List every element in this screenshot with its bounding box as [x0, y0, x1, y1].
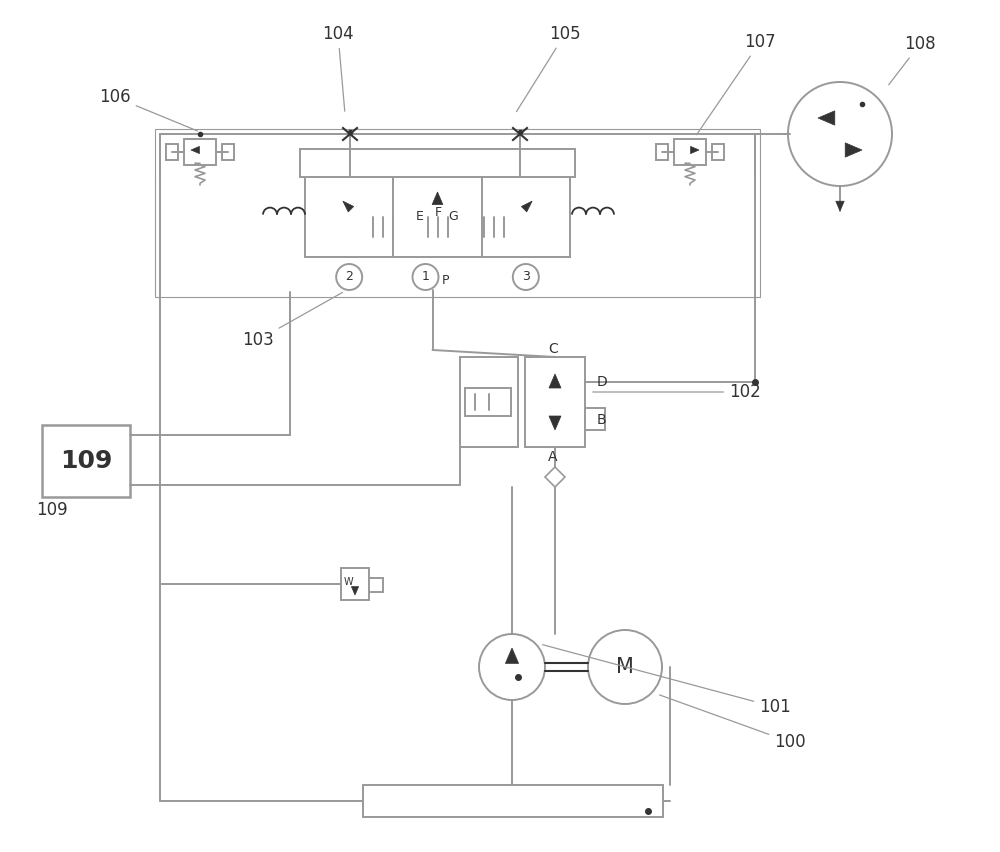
Bar: [656, 144, 668, 160]
Text: G: G: [449, 210, 458, 223]
Text: 109: 109: [36, 501, 68, 519]
Text: B: B: [597, 413, 607, 427]
Bar: [674, 139, 706, 165]
Bar: [300, 149, 575, 177]
Text: 106: 106: [99, 88, 197, 131]
Bar: [712, 144, 724, 160]
Bar: [155, 129, 760, 297]
Polygon shape: [549, 374, 561, 388]
Text: 103: 103: [242, 292, 343, 349]
Circle shape: [479, 634, 545, 700]
Text: 107: 107: [697, 33, 776, 135]
Bar: [166, 144, 178, 160]
Text: 101: 101: [543, 645, 791, 716]
Text: A: A: [548, 450, 558, 464]
Text: 105: 105: [516, 25, 581, 112]
Text: 2: 2: [345, 270, 353, 284]
Polygon shape: [845, 143, 862, 158]
Circle shape: [788, 82, 892, 186]
Polygon shape: [818, 111, 835, 125]
Polygon shape: [191, 147, 199, 153]
Text: 104: 104: [322, 25, 354, 112]
Circle shape: [413, 264, 438, 290]
Bar: [341, 568, 369, 600]
Polygon shape: [545, 467, 565, 487]
Bar: [363, 785, 663, 817]
Polygon shape: [351, 586, 359, 595]
Circle shape: [336, 264, 362, 290]
Text: 102: 102: [593, 383, 761, 401]
Polygon shape: [505, 648, 519, 664]
Polygon shape: [521, 201, 532, 212]
Bar: [184, 139, 216, 165]
Bar: [42, 425, 130, 497]
Text: F: F: [435, 206, 442, 220]
Circle shape: [513, 264, 539, 290]
Bar: [585, 408, 605, 430]
Text: D: D: [597, 375, 608, 389]
Text: 100: 100: [660, 695, 806, 751]
Bar: [222, 144, 234, 160]
Text: 109: 109: [60, 449, 112, 473]
Polygon shape: [691, 147, 699, 153]
Text: C: C: [548, 342, 558, 356]
Text: 3: 3: [522, 270, 530, 284]
Text: 1: 1: [422, 270, 429, 284]
Text: 108: 108: [889, 35, 936, 85]
Circle shape: [588, 630, 662, 704]
Polygon shape: [836, 201, 844, 211]
Text: W: W: [344, 577, 354, 587]
Bar: [305, 177, 570, 257]
Bar: [460, 357, 518, 447]
Polygon shape: [432, 192, 443, 204]
Text: M: M: [616, 657, 634, 677]
Bar: [525, 357, 585, 447]
Text: E: E: [416, 210, 423, 223]
Bar: [369, 578, 383, 592]
Polygon shape: [343, 201, 354, 212]
Bar: [465, 388, 511, 416]
Text: P: P: [442, 274, 449, 287]
Polygon shape: [549, 416, 561, 430]
